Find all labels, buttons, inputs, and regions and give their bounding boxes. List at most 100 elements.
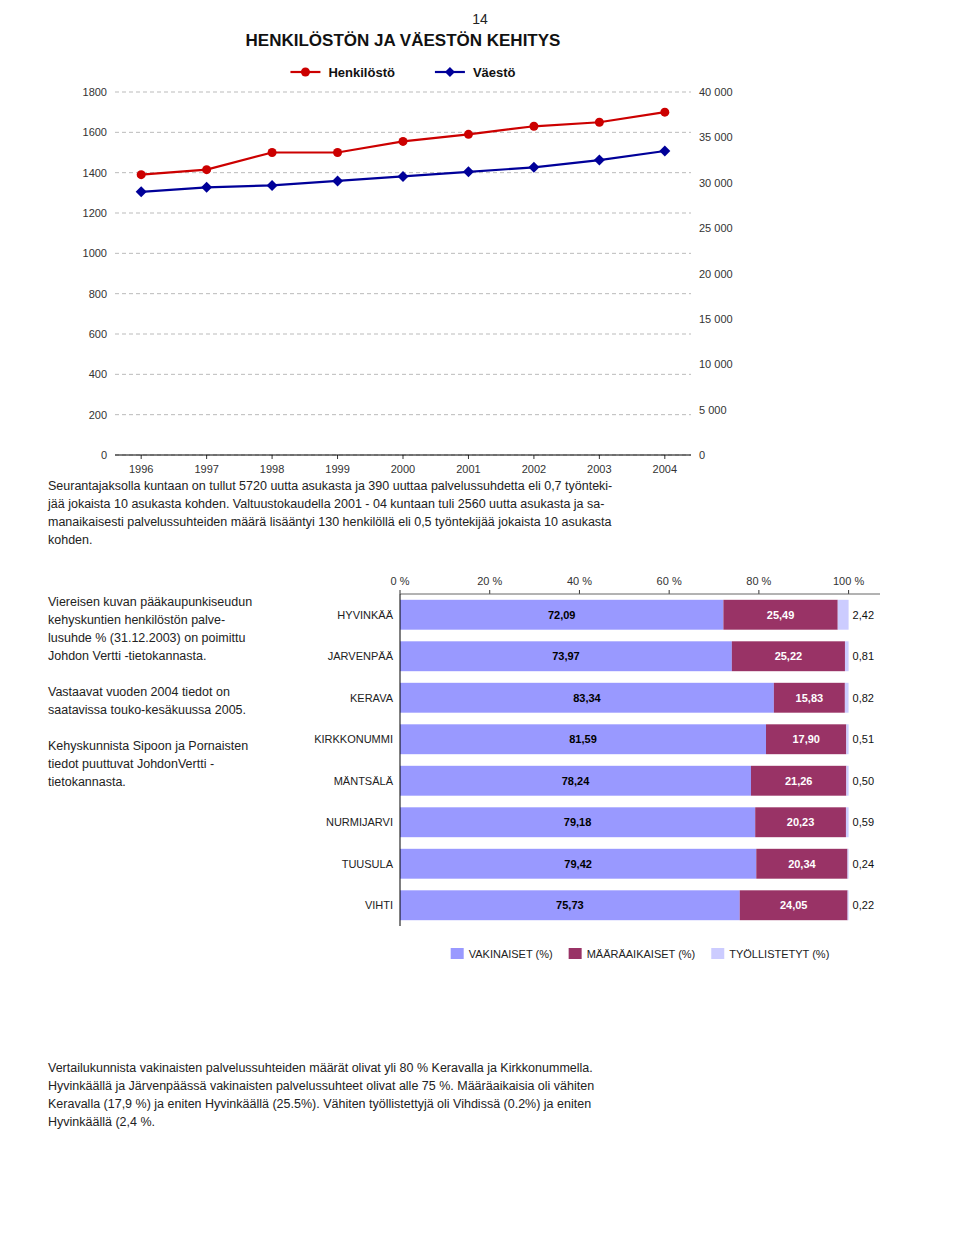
- legend-swatch: [451, 948, 464, 959]
- bar: [732, 641, 845, 671]
- marker: [660, 108, 669, 117]
- paragraph-line: Viereisen kuvan pääkaupunkiseudun: [48, 595, 252, 609]
- category-label: KERAVA: [350, 692, 394, 704]
- paragraph-line: Vastaavat vuoden 2004 tiedot on: [48, 685, 230, 699]
- x-tick: [579, 590, 580, 594]
- bar: [845, 641, 849, 671]
- data-label: 0,51: [853, 733, 874, 745]
- y-tick-label: 600: [89, 328, 107, 340]
- data-label: 17,90: [792, 733, 820, 745]
- data-label: 0,81: [853, 650, 874, 662]
- bar: [751, 766, 846, 796]
- data-label: 0,50: [853, 775, 874, 787]
- y2-tick-label: 15 000: [699, 313, 733, 325]
- y-tick-label: 200: [89, 409, 107, 421]
- grid-line: [115, 455, 691, 456]
- paragraph-line: Hyvinkäällä ja Järvenpäässä vakinaisten …: [48, 1079, 594, 1093]
- grid-line: [115, 293, 691, 294]
- x-tick-label: 2003: [587, 463, 611, 475]
- background: [0, 0, 960, 1257]
- data-label: 83,34: [573, 692, 601, 704]
- bar: [846, 766, 848, 796]
- bar: [400, 683, 774, 713]
- x-tick-label: 1997: [194, 463, 218, 475]
- bar-chart: 0 %20 %40 %60 %80 %100 %HYVINKÄÄJARVENPÄ…: [314, 575, 880, 960]
- data-label: 72,09: [548, 609, 576, 621]
- x-tick-label: 0 %: [391, 575, 410, 587]
- bar: [766, 724, 846, 754]
- x-tick-label: 100 %: [833, 575, 864, 587]
- bar: [846, 807, 849, 837]
- y-tick-label: 0: [101, 449, 107, 461]
- y-tick-label: 800: [89, 288, 107, 300]
- y-tick-label: 1200: [83, 207, 107, 219]
- y-tick-label: 1600: [83, 126, 107, 138]
- x-tick-label: 20 %: [477, 575, 502, 587]
- x-tick: [272, 455, 273, 459]
- x-tick: [206, 455, 207, 459]
- marker: [528, 162, 539, 173]
- marks: [136, 108, 671, 198]
- x-tick: [403, 455, 404, 459]
- data-label: 0,82: [853, 692, 874, 704]
- marker: [202, 165, 211, 174]
- paragraph-line: Hyvinkäällä (2,4 %.: [48, 1115, 155, 1129]
- category-label: JARVENPÄÄ: [328, 650, 394, 662]
- paragraph-line: kehyskuntien henkilöstön palve-: [48, 613, 225, 627]
- marker: [529, 122, 538, 131]
- category-label: MÄNTSÄLÄ: [334, 775, 394, 787]
- category-label: NURMIJARVI: [326, 816, 393, 828]
- x-tick-label: 2000: [391, 463, 415, 475]
- marker: [333, 148, 342, 157]
- marker: [464, 130, 473, 139]
- y-tick-label: 1400: [83, 167, 107, 179]
- marker: [398, 171, 409, 182]
- paragraph-line: Johdon Vertti -tietokannasta.: [48, 649, 206, 663]
- series-line: [141, 112, 665, 175]
- marker: [267, 180, 278, 191]
- x-tick: [337, 455, 338, 459]
- legend-label: TYÖLLISTETYT (%): [729, 948, 829, 960]
- x-tick: [468, 455, 469, 459]
- grid-line: [115, 334, 691, 335]
- bar: [400, 766, 751, 796]
- paragraph-line: jää jokaista 10 asukasta kohden. Valtuus…: [47, 497, 604, 511]
- y-tick-label: 400: [89, 368, 107, 380]
- x-tick: [599, 455, 600, 459]
- category-label: VIHTI: [365, 899, 393, 911]
- bar: [838, 600, 849, 630]
- x-tick-label: 80 %: [746, 575, 771, 587]
- grid-line: [115, 414, 691, 415]
- bar: [400, 807, 755, 837]
- y2-tick-label: 20 000: [699, 268, 733, 280]
- legend-marker: [445, 67, 455, 77]
- data-label: 79,42: [564, 858, 592, 870]
- series-line: [141, 151, 665, 192]
- y-tick-label: 1800: [83, 86, 107, 98]
- data-label: 20,23: [787, 816, 815, 828]
- page-number: 14: [472, 11, 488, 27]
- paragraph-line: tiedot puuttuvat JohdonVertti -: [48, 757, 214, 771]
- chart-title: HENKILÖSTÖN JA VÄESTÖN KEHITYS: [246, 31, 561, 50]
- bar: [400, 849, 756, 879]
- bar: [756, 849, 847, 879]
- bar: [755, 807, 846, 837]
- paragraph-line: tietokannasta.: [48, 775, 126, 789]
- legend: HenkilöstöVäestö: [290, 65, 515, 80]
- data-label: 25,22: [775, 650, 803, 662]
- y2-tick-label: 5 000: [699, 404, 727, 416]
- paragraph-line: lusuhde % (31.12.2003) on poimittu: [48, 631, 245, 645]
- bar: [723, 600, 837, 630]
- x-tick: [141, 455, 142, 459]
- x-tick-label: 1996: [129, 463, 153, 475]
- paragraph: Viereisen kuvan pääkaupunkiseudun kehysku…: [48, 595, 252, 789]
- legend-item: TYÖLLISTETYT (%): [711, 948, 829, 960]
- x-tick: [664, 455, 665, 459]
- paragraph-line: saatavissa touko-kesäkuussa 2005.: [48, 703, 246, 717]
- x-tick: [489, 590, 490, 594]
- legend-label: MÄÄRÄAIKAISET (%): [587, 948, 696, 960]
- data-label: 2,42: [853, 609, 874, 621]
- data-label: 78,24: [562, 775, 590, 787]
- x-tick-label: 2001: [456, 463, 480, 475]
- marker: [594, 155, 605, 166]
